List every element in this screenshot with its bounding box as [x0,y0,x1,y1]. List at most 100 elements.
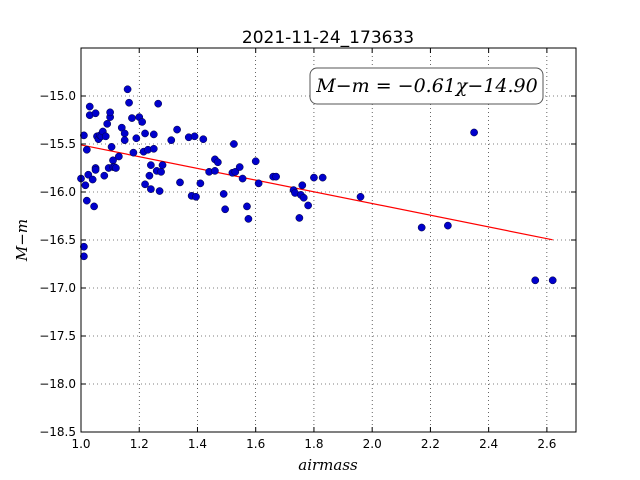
data-point [230,140,238,148]
data-point [221,205,229,214]
data-point [141,180,149,189]
data-point [318,173,327,182]
data-point [238,174,247,183]
data-point [310,173,318,182]
data-point [243,202,251,211]
x-tick-label: 1.8 [304,437,323,451]
data-point [80,131,88,140]
data-point [85,102,94,111]
x-axis-label: airmass [298,456,358,474]
y-tick-labels: −15.0 −15.5 −16.0 −16.5 −17.0 −17.5 −18.0 −18.5 [39,89,76,439]
fit-line-group [80,144,553,241]
data-point [100,171,109,180]
data-point [470,128,478,137]
data-point [115,152,123,161]
data-point [199,135,208,144]
data-point [128,114,136,122]
data-point [244,215,253,223]
data-point [157,167,165,176]
data-points [77,85,557,285]
data-point [531,276,540,285]
y-tick-label: −15.5 [39,137,76,151]
data-point [356,192,365,201]
data-point [235,163,244,171]
data-point [82,196,91,205]
x-tick-label: 2.0 [363,437,382,451]
y-tick-label: −18.0 [39,377,76,391]
data-point [149,144,158,153]
data-point [80,242,88,251]
data-point [192,192,200,201]
data-point [196,179,205,188]
x-tick-labels: 1.0 1.2 1.4 1.6 1.8 2.0 2.2 2.4 2.6 [71,437,556,451]
data-point [251,157,260,166]
data-point [211,167,219,175]
data-point [417,223,426,232]
x-tick-label: 1.6 [246,437,265,451]
data-point [107,143,116,151]
data-point [272,172,280,181]
data-point [90,202,98,211]
data-point [298,181,307,190]
x-tick-label: 2.4 [479,437,498,451]
data-point [145,171,154,180]
data-point [103,119,112,128]
fit-line [80,144,553,241]
x-tick-label: 1.4 [188,437,207,451]
annotation-text: M−m = −0.61χ−14.90 [315,75,537,97]
data-point [132,134,141,143]
y-tick-label: −16.0 [39,185,76,199]
data-point [154,99,163,108]
data-point [106,108,114,117]
data-point [219,190,228,198]
annotation-box [309,67,544,105]
data-point [120,129,129,138]
data-point [155,187,164,195]
data-point [101,132,110,141]
data-point [173,125,181,134]
data-point [129,148,138,157]
data-point [91,109,100,118]
data-point [254,179,263,188]
data-point [112,164,120,172]
data-point [167,136,176,145]
data-point [123,85,132,94]
data-point [149,130,158,139]
data-point [88,175,97,184]
data-point [81,181,90,190]
y-tick-label: −17.5 [39,329,76,343]
axis-ticks [80,48,576,433]
data-point [444,221,452,230]
y-tick-label: −15.0 [39,89,76,103]
y-tick-label: −16.5 [39,233,76,247]
chart-title: 2021-11-24_173633 [242,28,414,48]
data-point [158,161,167,169]
y-tick-label: −18.5 [39,425,76,439]
data-point [304,201,312,210]
data-point [80,252,88,261]
data-point [138,118,146,126]
data-point [147,161,155,169]
fit-annotation: M−m = −0.61χ−14.90 [309,67,544,105]
data-point [214,158,222,167]
data-point [176,178,184,187]
data-point [231,167,240,176]
x-tick-label: 2.2 [421,437,440,451]
x-tick-label: 1.0 [71,437,90,451]
x-tick-label: 2.6 [537,437,556,451]
y-tick-label: −17.0 [39,281,76,295]
x-tick-label: 1.2 [130,437,149,451]
data-point [120,136,129,145]
data-point [147,185,155,193]
data-point [84,170,93,179]
data-point [295,214,304,222]
data-point [125,98,133,107]
data-point [141,129,149,138]
y-axis-label: M−m [13,219,31,262]
data-point [299,193,308,202]
data-point [190,132,199,141]
data-point [91,166,100,174]
grid-lines [80,48,576,433]
data-point [82,145,91,154]
